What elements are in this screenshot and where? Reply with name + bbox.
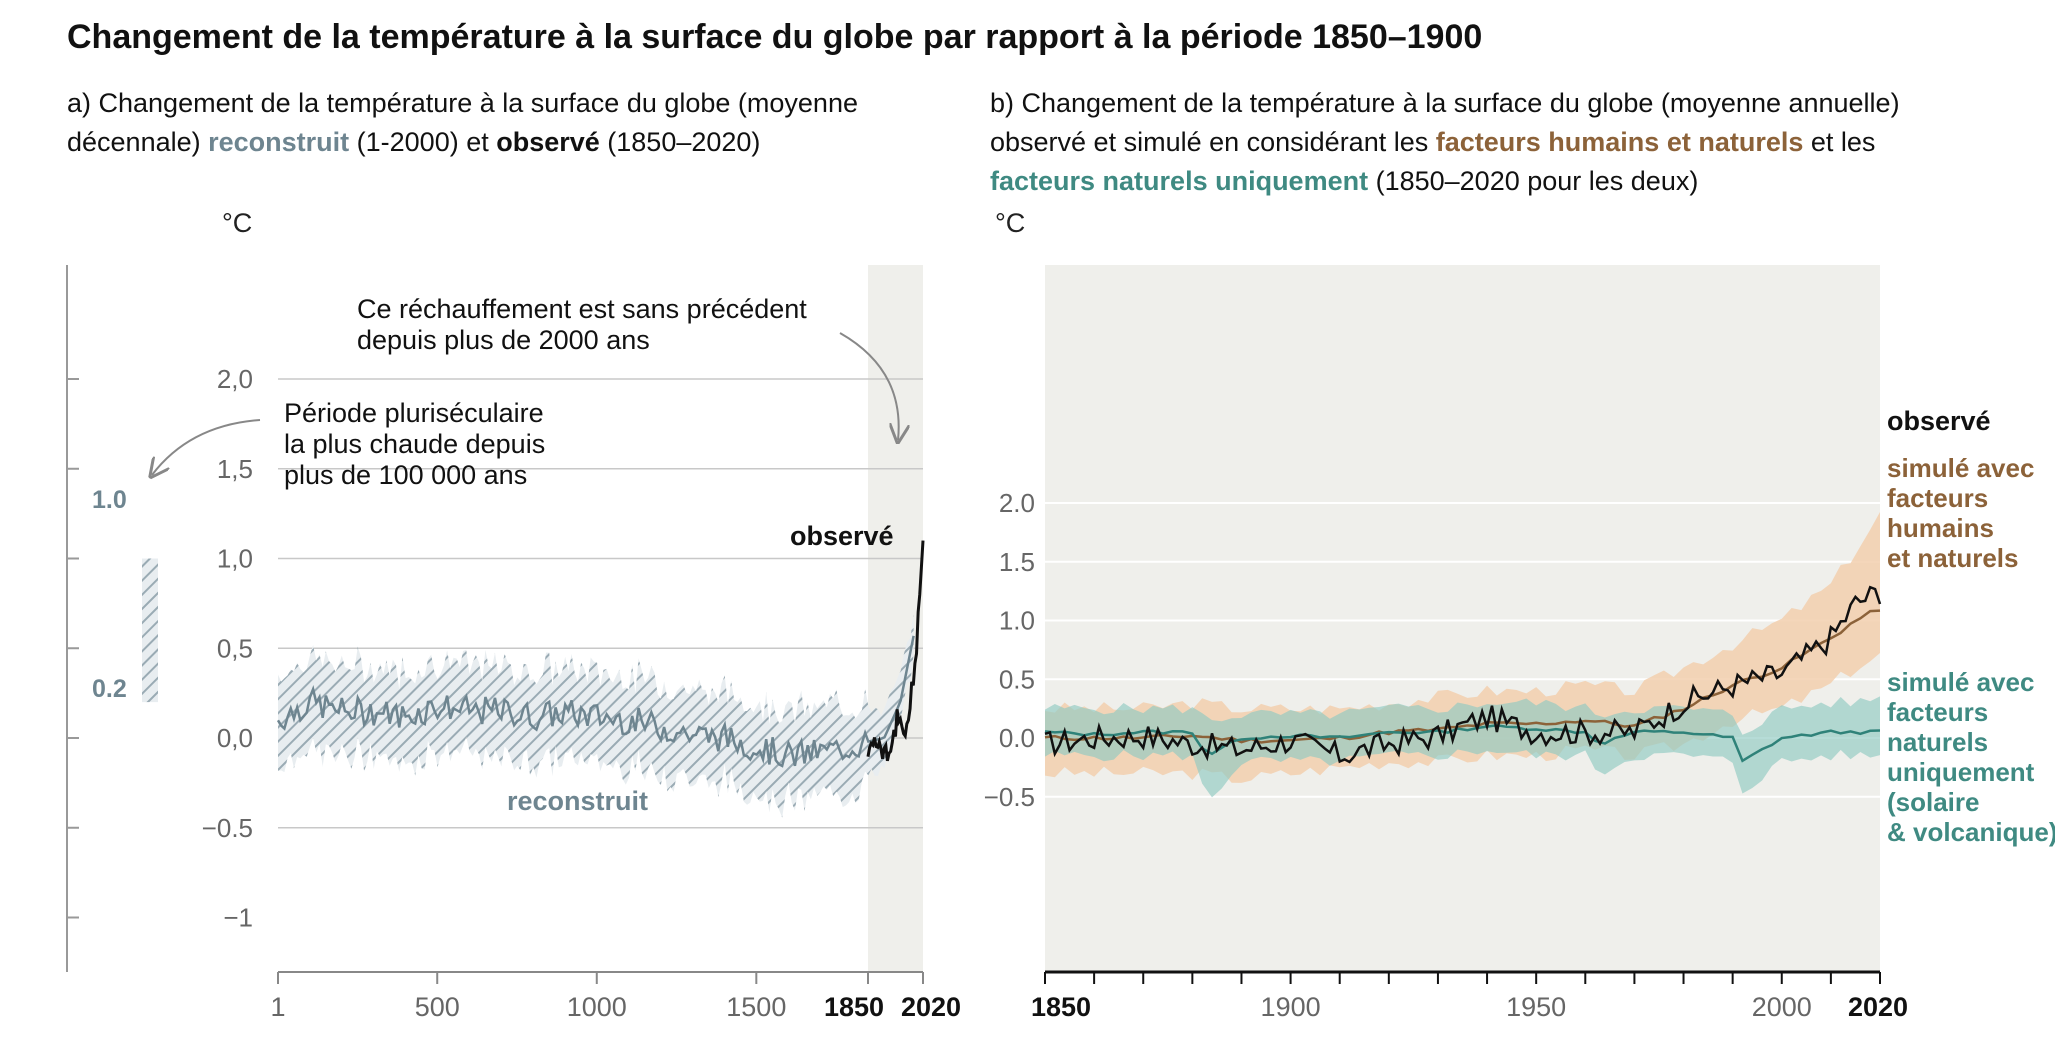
panel-a-chart: °C 2,01,51,00,50,0−0.5−1 1 500 1000 1500 185… [66,208,961,1022]
panel-a-annotation-warming-line1: Ce réchauffement est sans précédent [357,294,807,324]
panel-a-annotation-period-line2: la plus chaude depuis [284,429,545,459]
panel-b-y-tick-label: −0.5 [984,782,1035,812]
panel-a-y-tick-label: 2,0 [217,364,253,394]
panel-a-annotation-warming-line2: depuis plus de 2000 ans [357,325,650,355]
panel-b-subtitle: b) Changement de la température à la sur… [990,84,2030,201]
panel-a-subtitle-obs: observé [496,127,600,157]
panel-a-x-tick-label: 2020 [901,992,961,1022]
panel-b-legend-natural-line: (solaire [1887,787,1980,817]
panel-a-unit: °C [222,208,252,238]
panel-a-subtitle: a) Changement de la température à la sur… [67,84,947,162]
page-title: Changement de la température à la surfac… [67,18,1483,56]
panel-a-x-tick-label: 1 [270,992,285,1022]
panel-a-y-tick-label: 1,5 [217,454,253,484]
panel-b-legend-human-line: et naturels [1887,543,2019,573]
panel-a-observed-line [866,540,925,762]
panel-b-x-tick-label: 1950 [1506,992,1566,1022]
panel-a-annotation-period-line3: plus de 100 000 ans [284,460,527,490]
panel-b-legend-human-line: humains [1887,513,1994,543]
panel-a-annotation-period-line1: Période pluriséculaire [284,398,544,428]
panel-b-legend-natural-line: uniquement [1887,757,2035,787]
panel-a-range-bar [142,558,158,703]
panel-a-y-tick-labels: 2,0 1,5 1,0 0,5 0,0 −0.5 −1 [202,364,253,933]
panel-b-legend-human-line: simulé avec [1887,453,2034,483]
panel-b-subtitle-l3-suffix: (1850–2020 pour les deux) [1368,166,1699,196]
panel-a-y-tick-label: 1,0 [217,544,253,574]
panel-a-x-tick-labels: 1 500 1000 1500 1850 2020 [270,972,961,1022]
panel-b-legend-natural-line: facteurs [1887,697,1988,727]
panel-a-y-tick-label: 0,0 [217,723,253,753]
panel-b-chart: °C 2.0 1.5 1.0 0.5 0.0 −0.5 1850 1900 1950 2000 2… [984,208,2055,1022]
panel-a-reconstructed-band [278,614,914,818]
panel-b-subtitle-nat: facteurs naturels uniquement [990,166,1369,196]
panel-a-subtitle-prefix: a) Changement de la température à la sur… [67,88,858,157]
panel-a-x-tick-label: 500 [415,992,460,1022]
panel-a-range-high: 1.0 [92,486,127,514]
panel-a-observed-period-shade [868,265,923,973]
panel-b-y-tick-label: 2.0 [999,488,1035,518]
panel-a-label-observed: observé [790,521,894,551]
panel-a-warming-arrow [839,332,899,440]
panel-b-legend-observed: observé [1887,406,1991,436]
panel-b-y-tick-label: 1.5 [999,547,1035,577]
panel-b-y-tick-label: 1.0 [999,606,1035,636]
panel-b-subtitle-line3: facteurs naturels uniquement (1850–2020 … [990,162,2030,201]
panel-b-subtitle-l2-prefix: observé et simulé en considérant les [990,127,1436,157]
panel-b-subtitle-line1: b) Changement de la température à la sur… [990,88,1900,118]
panel-b-unit: °C [995,208,1025,238]
panel-b-x-tick-labels: 1850 1900 1950 2000 2020 [1031,972,1908,1022]
panel-b-legend-natural-line: naturels [1887,727,1988,757]
panel-b-y-tick-label: 0.0 [999,723,1035,753]
panel-a-x-tick-label: 1850 [824,992,884,1022]
panel-a-range-axis-ticks [67,378,79,919]
panel-a-subtitle-mid: (1-2000) et [349,127,497,157]
panel-b-natural-line [1044,723,1881,763]
panel-b-x-tick-label: 1850 [1031,992,1091,1022]
panel-a-y-tick-label: 0,5 [217,633,253,663]
panel-a-subtitle-suffix: (1850–2020) [599,127,761,157]
panel-b-y-tick-label: 0.5 [999,664,1035,694]
panel-a-period-arrow [152,419,261,475]
panel-b-subtitle-human: facteurs humains et naturels [1435,127,1804,157]
panel-b-plot-background [1045,265,1880,973]
panel-a-range-low: 0.2 [92,675,127,703]
panel-b-legend-natural-line: & volcanique) [1887,817,2055,847]
panel-a-x-tick-label: 1000 [567,992,627,1022]
panel-b-legend-natural: simulé avecfacteursnaturelsuniquement(so… [1887,667,2055,847]
panel-b-legend-human-line: facteurs [1887,483,1988,513]
panel-b-y-tick-labels: 2.0 1.5 1.0 0.5 0.0 −0.5 [984,488,1035,812]
panel-b-natural-band [1045,696,1880,798]
panel-a-reconstructed-line [276,635,915,768]
panel-a-gridlines [278,378,923,829]
panel-b-subtitle-line2: observé et simulé en considérant les fac… [990,123,2030,162]
panel-a-y-tick-label: −1 [223,903,253,933]
panel-b-x-tick-label: 2020 [1848,992,1908,1022]
panel-b-legend-natural-line: simulé avec [1887,667,2034,697]
panel-a-y-tick-label: −0.5 [202,813,253,843]
panel-b-x-tick-label: 2000 [1752,992,1812,1022]
panel-a-x-tick-label: 1500 [726,992,786,1022]
panel-b-x-tick-label: 1900 [1261,992,1321,1022]
panel-b-observed-line [1044,585,1882,764]
panel-b-subtitle-l2-suffix: et les [1803,127,1876,157]
panel-a-subtitle-recon: reconstruit [208,127,350,157]
panel-a-label-reconstructed: reconstruit [507,786,648,816]
